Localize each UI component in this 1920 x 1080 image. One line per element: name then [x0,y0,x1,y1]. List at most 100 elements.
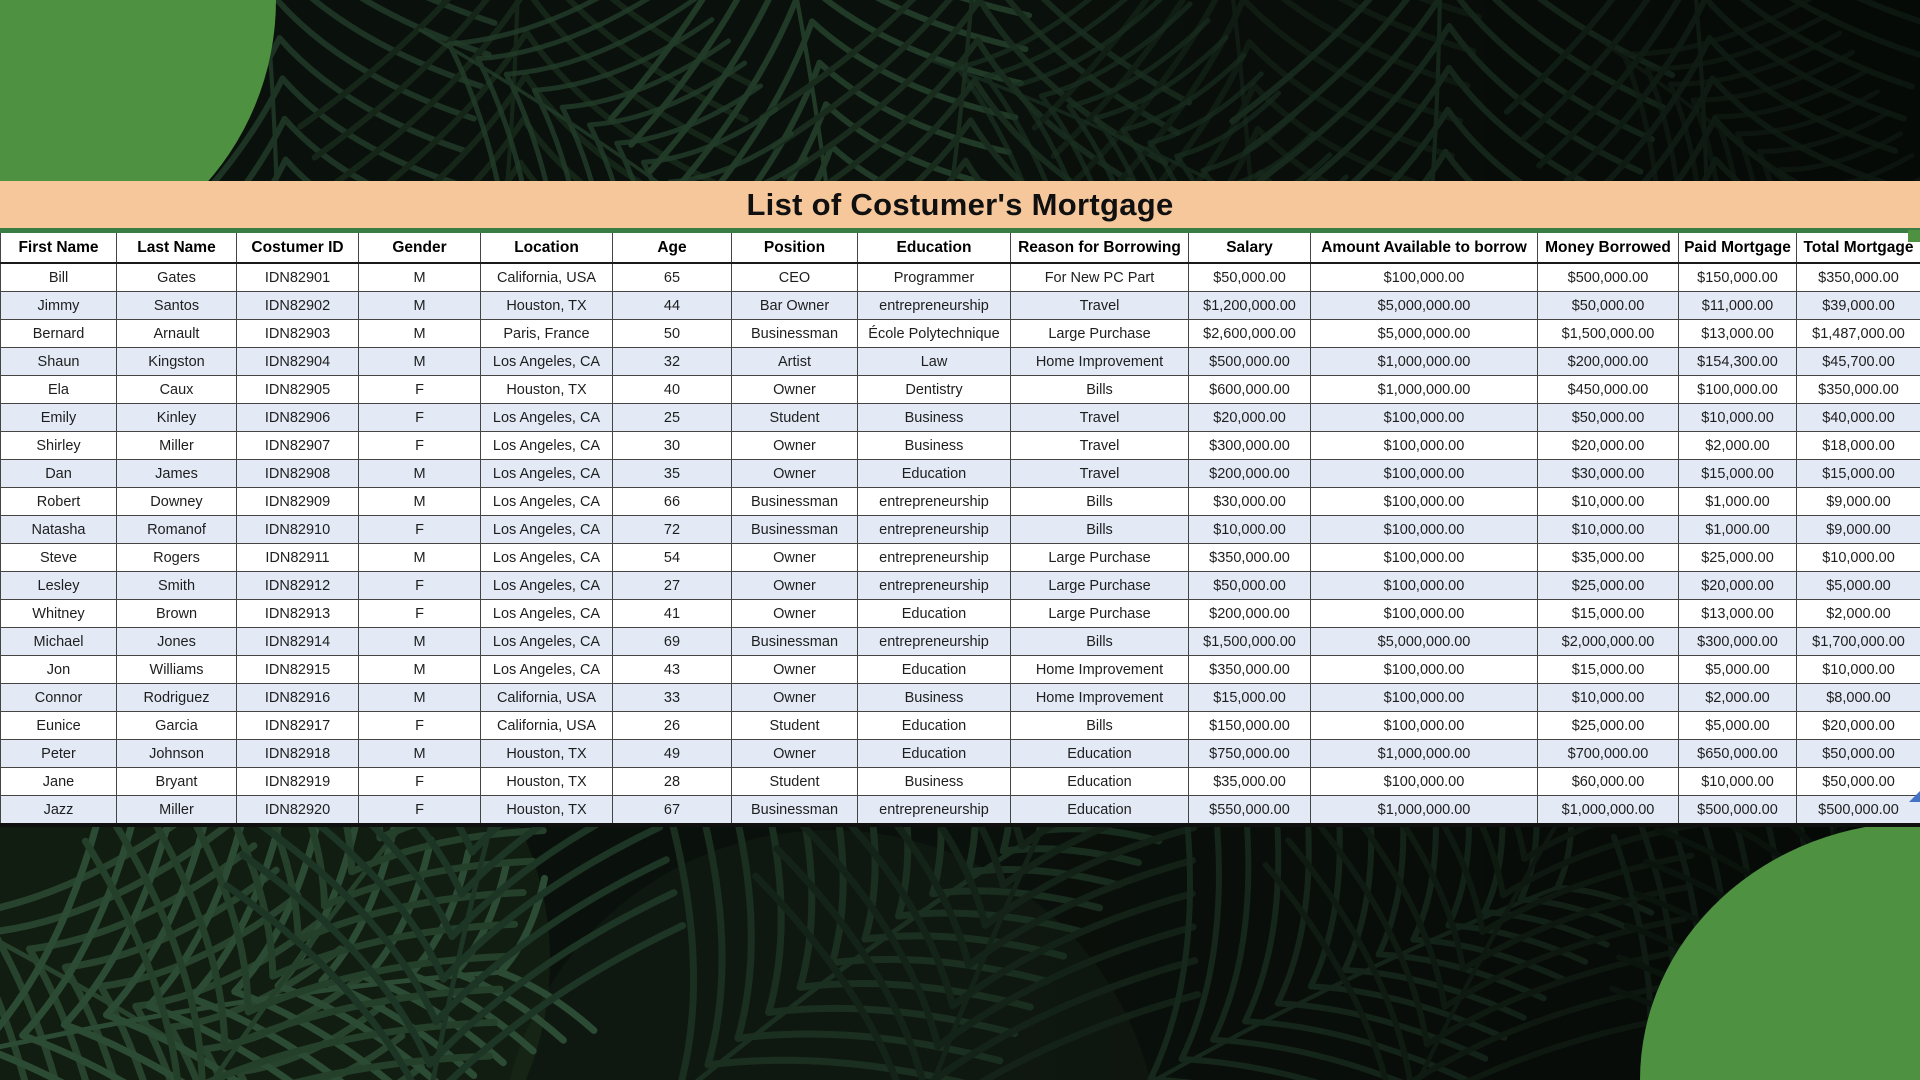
table-cell[interactable]: Brown [116,599,237,628]
table-cell[interactable]: $500,000.00 [1678,795,1797,827]
table-cell[interactable]: $500,000.00 [1537,262,1679,292]
table-cell[interactable]: Bar Owner [731,291,858,320]
table-cell[interactable]: $50,000.00 [1537,403,1679,432]
column-header[interactable]: Money Borrowed [1537,230,1679,264]
column-header[interactable]: Salary [1188,230,1311,264]
table-cell[interactable]: Gates [116,262,237,292]
table-cell[interactable]: $350,000.00 [1796,375,1920,404]
table-cell[interactable]: $1,000.00 [1678,515,1797,544]
table-cell[interactable]: $25,000.00 [1537,711,1679,740]
table-cell[interactable]: $1,000,000.00 [1310,347,1538,376]
table-cell[interactable]: $35,000.00 [1188,767,1311,796]
table-cell[interactable]: 44 [612,291,732,320]
table-cell[interactable]: IDN82910 [236,515,359,544]
table-cell[interactable]: Los Angeles, CA [480,655,613,684]
table-cell[interactable]: IDN82908 [236,459,359,488]
table-cell[interactable]: $100,000.00 [1310,543,1538,572]
table-cell[interactable]: IDN82902 [236,291,359,320]
table-cell[interactable]: Los Angeles, CA [480,347,613,376]
table-cell[interactable]: M [358,655,481,684]
table-cell[interactable]: Williams [116,655,237,684]
table-cell[interactable]: M [358,627,481,656]
table-cell[interactable]: M [358,262,481,292]
table-cell[interactable]: Peter [0,739,117,768]
table-cell[interactable]: Jimmy [0,291,117,320]
table-cell[interactable]: $2,000.00 [1796,599,1920,628]
table-cell[interactable]: Connor [0,683,117,712]
table-cell[interactable]: $18,000.00 [1796,431,1920,460]
table-cell[interactable]: $30,000.00 [1537,459,1679,488]
table-cell[interactable]: Owner [731,375,858,404]
table-cell[interactable]: $100,000.00 [1310,599,1538,628]
table-cell[interactable]: $100,000.00 [1310,711,1538,740]
table-cell[interactable]: $2,000,000.00 [1537,627,1679,656]
table-cell[interactable]: $40,000.00 [1796,403,1920,432]
table-cell[interactable]: IDN82907 [236,431,359,460]
table-cell[interactable]: $10,000.00 [1537,487,1679,516]
table-cell[interactable]: Education [857,655,1011,684]
table-cell[interactable]: M [358,459,481,488]
table-cell[interactable]: 67 [612,795,732,827]
table-cell[interactable]: California, USA [480,683,613,712]
table-cell[interactable]: Rodriguez [116,683,237,712]
table-cell[interactable]: Large Purchase [1010,571,1189,600]
table-cell[interactable]: Travel [1010,403,1189,432]
table-cell[interactable]: Bills [1010,375,1189,404]
table-cell[interactable]: $10,000.00 [1796,655,1920,684]
table-cell[interactable]: Businessman [731,515,858,544]
table-cell[interactable]: Education [857,459,1011,488]
table-cell[interactable]: Large Purchase [1010,543,1189,572]
table-cell[interactable]: Education [857,711,1011,740]
table-cell[interactable]: F [358,795,481,827]
table-cell[interactable]: $5,000,000.00 [1310,627,1538,656]
table-cell[interactable]: $10,000.00 [1188,515,1311,544]
table-cell[interactable]: $100,000.00 [1678,375,1797,404]
table-cell[interactable]: Jon [0,655,117,684]
table-cell[interactable]: $39,000.00 [1796,291,1920,320]
table-cell[interactable]: IDN82909 [236,487,359,516]
table-cell[interactable]: Los Angeles, CA [480,571,613,600]
table-cell[interactable]: Arnault [116,319,237,348]
table-cell[interactable]: entrepreneurship [857,627,1011,656]
table-cell[interactable]: $750,000.00 [1188,739,1311,768]
table-cell[interactable]: M [358,347,481,376]
table-cell[interactable]: IDN82906 [236,403,359,432]
table-cell[interactable]: Business [857,683,1011,712]
table-cell[interactable]: 32 [612,347,732,376]
table-cell[interactable]: F [358,767,481,796]
table-cell[interactable]: $1,700,000.00 [1796,627,1920,656]
table-cell[interactable]: Education [1010,767,1189,796]
table-cell[interactable]: CEO [731,262,858,292]
table-cell[interactable]: Eunice [0,711,117,740]
table-cell[interactable]: Kingston [116,347,237,376]
table-cell[interactable]: Student [731,403,858,432]
table-cell[interactable]: IDN82917 [236,711,359,740]
table-cell[interactable]: $15,000.00 [1678,459,1797,488]
table-cell[interactable]: $5,000,000.00 [1310,291,1538,320]
table-cell[interactable]: Bryant [116,767,237,796]
table-cell[interactable]: $154,300.00 [1678,347,1797,376]
table-cell[interactable]: Los Angeles, CA [480,431,613,460]
table-cell[interactable]: F [358,375,481,404]
table-cell[interactable]: Los Angeles, CA [480,599,613,628]
table-cell[interactable]: Dentistry [857,375,1011,404]
column-header[interactable]: Costumer ID [236,230,359,264]
table-cell[interactable]: Whitney [0,599,117,628]
table-cell[interactable]: Lesley [0,571,117,600]
table-cell[interactable]: $20,000.00 [1537,431,1679,460]
table-cell[interactable]: $200,000.00 [1188,459,1311,488]
table-cell[interactable]: James [116,459,237,488]
table-cell[interactable]: Business [857,403,1011,432]
table-cell[interactable]: $300,000.00 [1188,431,1311,460]
table-cell[interactable]: Home Improvement [1010,683,1189,712]
table-cell[interactable]: $10,000.00 [1537,515,1679,544]
table-cell[interactable]: Businessman [731,795,858,827]
table-cell[interactable]: Miller [116,795,237,827]
table-cell[interactable]: $1,487,000.00 [1796,319,1920,348]
table-cell[interactable]: Bills [1010,627,1189,656]
table-cell[interactable]: $15,000.00 [1188,683,1311,712]
table-cell[interactable]: $15,000.00 [1537,655,1679,684]
table-cell[interactable]: $11,000.00 [1678,291,1797,320]
table-cell[interactable]: Michael [0,627,117,656]
table-cell[interactable]: Owner [731,683,858,712]
